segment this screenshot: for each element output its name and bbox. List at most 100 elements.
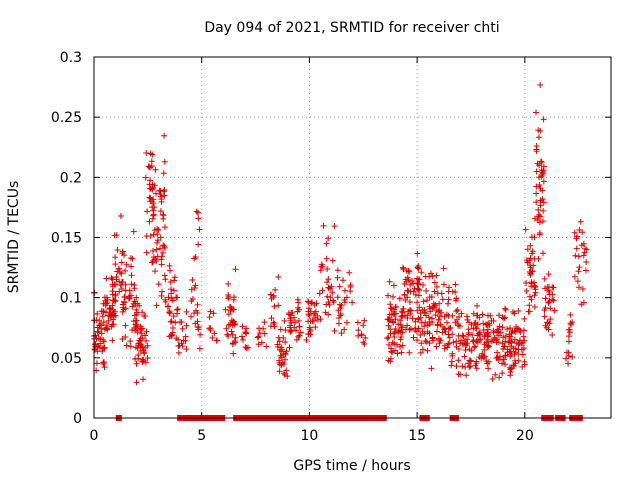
data-point (143, 149, 150, 156)
data-point (499, 360, 506, 367)
data-point (448, 358, 455, 365)
data-point (423, 338, 430, 345)
data-point (432, 311, 439, 318)
data-point (535, 206, 542, 213)
data-point (446, 334, 453, 341)
data-point (119, 278, 126, 285)
data-point (499, 324, 506, 331)
data-point (476, 329, 483, 336)
data-point (547, 305, 554, 312)
data-point (562, 355, 569, 362)
data-point (458, 310, 465, 317)
data-point (140, 376, 147, 383)
data-point (480, 320, 487, 327)
data-point (154, 237, 161, 244)
data-point (197, 331, 204, 338)
data-point (541, 275, 548, 282)
data-point (314, 312, 321, 319)
data-point (542, 295, 549, 302)
x-tick-label: 15 (408, 428, 426, 444)
data-point (325, 235, 332, 242)
data-point (144, 208, 151, 215)
data-point (390, 282, 397, 289)
data-point (473, 365, 480, 372)
data-point (316, 290, 323, 297)
data-point (312, 324, 319, 331)
data-point (330, 298, 337, 305)
data-point (127, 338, 134, 345)
data-point (397, 343, 404, 350)
data-point (188, 313, 195, 320)
data-point (117, 212, 124, 219)
data-point (324, 279, 331, 286)
data-point (362, 334, 369, 341)
data-point (424, 297, 431, 304)
data-point (578, 301, 585, 308)
data-point (485, 365, 492, 372)
data-point (388, 305, 395, 312)
data-point (151, 182, 158, 189)
data-point (540, 116, 547, 123)
data-point (158, 261, 165, 268)
data-point (496, 374, 503, 381)
data-point (232, 266, 239, 273)
data-point (192, 253, 199, 260)
data-point (452, 281, 459, 288)
data-point (306, 312, 313, 319)
data-point (544, 284, 551, 291)
data-point (95, 329, 102, 336)
data-point (293, 336, 300, 343)
data-point (150, 207, 157, 214)
data-point (431, 303, 438, 310)
data-point (223, 325, 230, 332)
data-point (275, 302, 282, 309)
data-point (472, 325, 479, 332)
data-point (180, 337, 187, 344)
data-point (571, 229, 578, 236)
data-point (447, 324, 454, 331)
data-point (324, 266, 331, 273)
data-point (518, 340, 525, 347)
data-point (341, 296, 348, 303)
data-point (567, 311, 574, 318)
data-point (255, 333, 262, 340)
data-point (146, 163, 153, 170)
data-point (100, 319, 107, 326)
data-point (423, 312, 430, 319)
data-point (174, 294, 181, 301)
data-point (157, 245, 164, 252)
data-point (337, 311, 344, 318)
data-point (453, 295, 460, 302)
data-point (117, 269, 124, 276)
data-point (360, 322, 367, 329)
data-point (170, 287, 177, 294)
data-point (109, 337, 116, 344)
data-point (439, 329, 446, 336)
data-point (119, 301, 126, 308)
data-point (152, 268, 159, 275)
data-point (540, 178, 547, 185)
data-point (129, 303, 136, 310)
data-point (195, 209, 202, 216)
data-point (122, 322, 129, 329)
data-point (225, 293, 232, 300)
data-point (419, 328, 426, 335)
data-point (492, 371, 499, 378)
data-point (242, 329, 249, 336)
data-point (276, 368, 283, 375)
data-point (335, 320, 342, 327)
data-point (500, 315, 507, 322)
data-point (133, 294, 140, 301)
data-point (323, 240, 330, 247)
data-point (191, 284, 198, 291)
data-point (384, 335, 391, 342)
data-point (392, 316, 399, 323)
data-point (131, 285, 138, 292)
data-point (289, 309, 296, 316)
data-point (169, 325, 176, 332)
data-point (407, 288, 414, 295)
data-point (437, 321, 444, 328)
data-point (390, 319, 397, 326)
data-point (267, 323, 274, 330)
data-point (528, 296, 535, 303)
